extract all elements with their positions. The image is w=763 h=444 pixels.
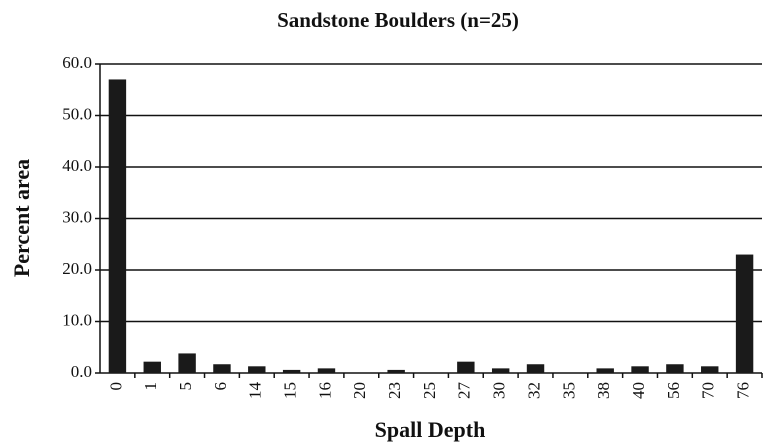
bar <box>317 368 336 373</box>
bar <box>491 368 510 373</box>
x-tick-label: 0 <box>106 382 125 391</box>
y-tick-label: 40.0 <box>62 156 92 175</box>
y-tick-label: 50.0 <box>62 104 92 123</box>
y-tick-label: 30.0 <box>62 207 92 226</box>
x-tick-label: 35 <box>559 382 578 399</box>
bar <box>213 364 231 373</box>
x-tick-label: 20 <box>350 382 369 399</box>
x-tick-label: 38 <box>594 382 613 399</box>
chart-title: Sandstone Boulders (n=25) <box>277 8 519 32</box>
x-tick-label: 70 <box>699 382 718 399</box>
x-tick-label: 40 <box>629 382 648 399</box>
bar <box>108 79 127 373</box>
x-tick-label: 76 <box>733 382 752 399</box>
bar <box>143 361 161 373</box>
x-tick-label: 30 <box>490 382 509 399</box>
bar <box>526 364 545 373</box>
x-tick-label: 14 <box>246 382 265 400</box>
x-tick-label: 56 <box>664 382 683 399</box>
x-tick-label: 23 <box>385 382 404 399</box>
bar <box>387 369 405 373</box>
bar <box>631 366 649 373</box>
y-tick-label: 0.0 <box>71 362 92 381</box>
y-tick-label: 60.0 <box>62 53 92 72</box>
y-tick-label: 20.0 <box>62 259 92 278</box>
x-tick-label: 5 <box>176 382 195 391</box>
bar <box>701 366 719 373</box>
bar <box>282 369 301 373</box>
x-tick-label: 32 <box>524 382 543 399</box>
x-tick-label: 15 <box>281 382 300 399</box>
x-tick-label: 1 <box>141 382 160 391</box>
x-tick-label: 27 <box>455 382 474 400</box>
bar <box>596 368 614 373</box>
bar <box>248 366 266 373</box>
x-tick-label: 25 <box>420 382 439 399</box>
bar <box>178 353 196 373</box>
bar <box>457 361 475 373</box>
x-tick-label: 6 <box>211 382 230 391</box>
bar <box>666 364 684 373</box>
y-axis-label: Percent area <box>9 159 34 277</box>
x-axis-label: Spall Depth <box>375 417 486 442</box>
y-tick-label: 10.0 <box>62 310 92 329</box>
bar <box>735 254 754 373</box>
x-tick-label: 16 <box>315 382 334 399</box>
